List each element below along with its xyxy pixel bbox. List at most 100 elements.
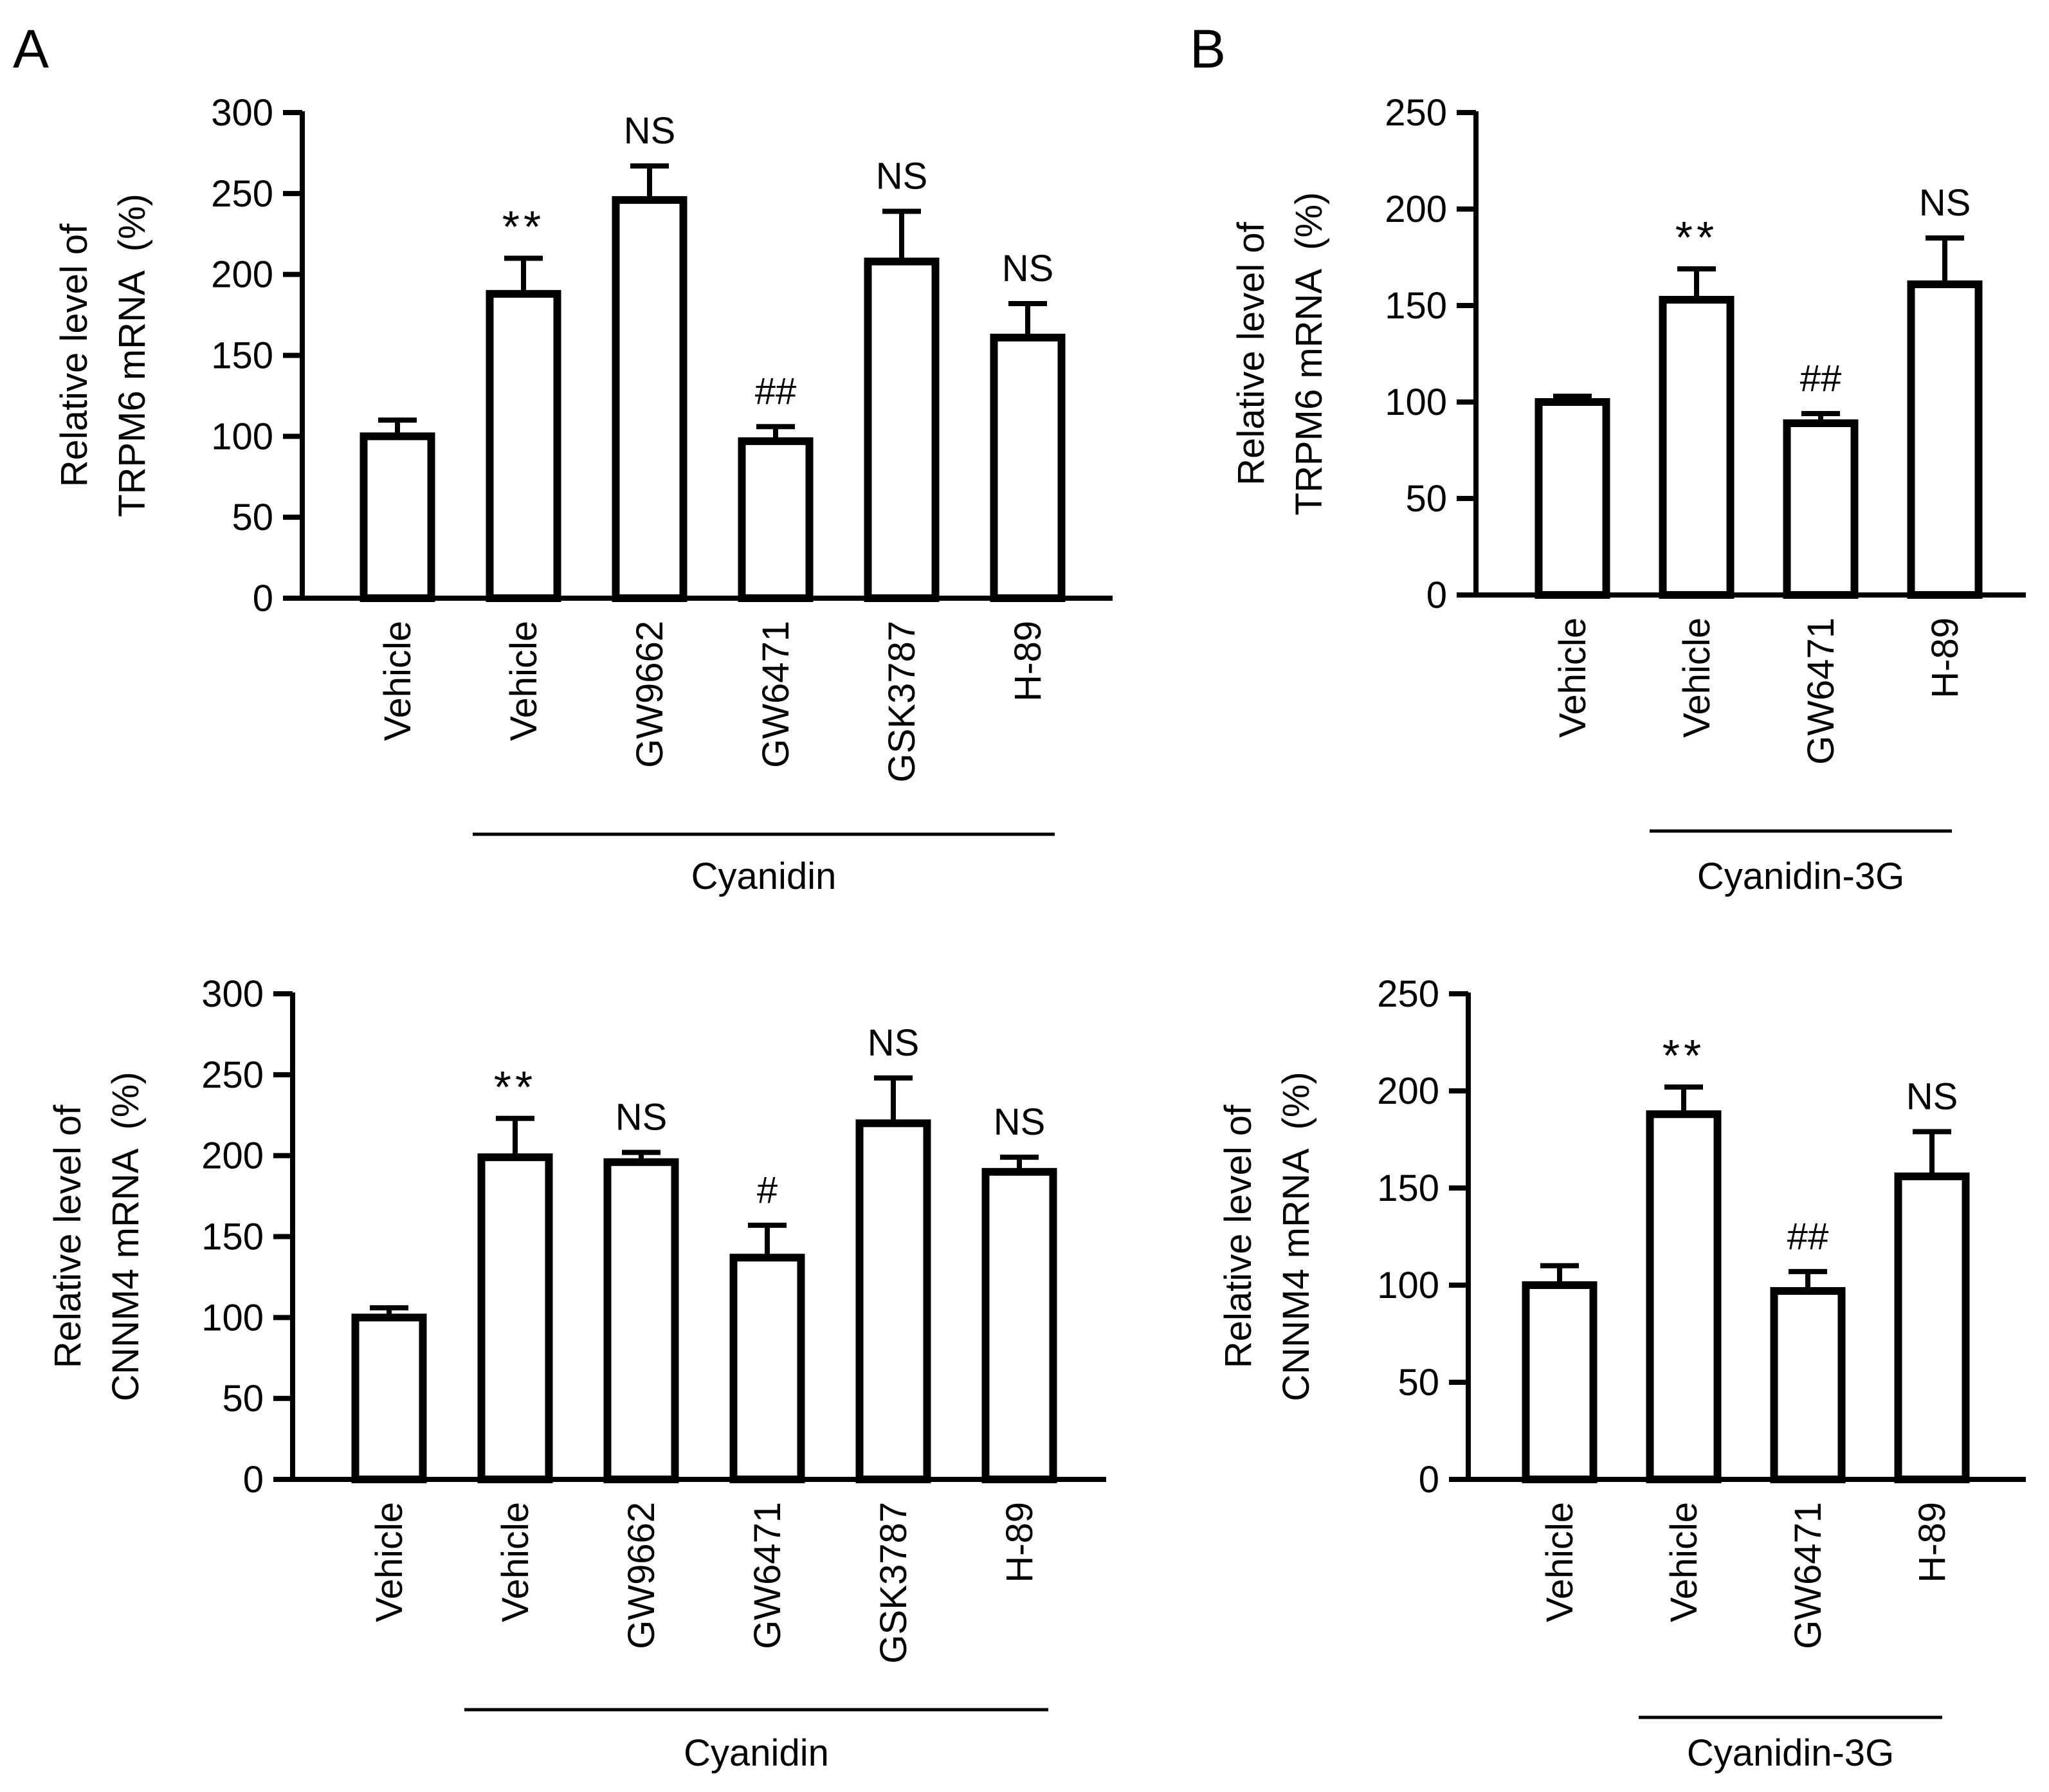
category-label: Vehicle <box>369 1502 410 1622</box>
y-tick-label: 50 <box>232 497 273 538</box>
group-label: Cyanidin <box>684 1732 829 1774</box>
category-label: H-89 <box>999 1502 1041 1583</box>
group-label: Cyanidin-3G <box>1687 1732 1894 1774</box>
category-label: Vehicle <box>377 621 419 741</box>
category-label: H-89 <box>1911 1502 1953 1583</box>
significance-label: NS <box>615 1097 668 1138</box>
bar <box>1646 1110 1722 1483</box>
y-tick-label: 150 <box>1385 285 1447 327</box>
y-axis-label-line1: Relative level of <box>1217 1104 1259 1368</box>
significance-label: NS <box>1002 248 1054 289</box>
bar <box>990 333 1066 602</box>
significance-label: # <box>757 1169 778 1211</box>
y-tick-label: 0 <box>243 1459 264 1501</box>
significance-label: NS <box>868 1022 920 1064</box>
significance-label: ## <box>1787 1216 1829 1257</box>
bar <box>1770 1287 1846 1484</box>
bar <box>855 1119 931 1484</box>
y-tick-label: 300 <box>201 973 264 1015</box>
y-tick-label: 100 <box>211 416 273 457</box>
bar <box>1894 1172 1970 1483</box>
y-tick-label: 250 <box>1385 92 1447 134</box>
y-tick-label: 100 <box>201 1297 264 1339</box>
category-label: Vehicle <box>1663 1502 1705 1622</box>
bar <box>486 289 561 602</box>
y-tick-label: 150 <box>211 335 273 377</box>
significance-label: NS <box>1906 1075 1958 1117</box>
y-tick-label: 50 <box>1398 1362 1439 1403</box>
category-label: Vehicle <box>1552 617 1594 738</box>
y-axis-label-line2: CNNM4 mRNA (%) <box>1275 1072 1317 1401</box>
bar <box>612 196 688 602</box>
bar <box>981 1167 1057 1484</box>
y-tick-label: 200 <box>201 1135 264 1177</box>
significance-label: ** <box>1662 1030 1705 1081</box>
y-axis-label-line1: Relative level of <box>1230 221 1272 485</box>
category-label: GW6471 <box>747 1502 788 1649</box>
y-tick-label: 100 <box>1377 1265 1439 1306</box>
chart-a-trpm6: 0 50 100 150 200 250 300 Relative level of TRPM6… <box>53 92 1113 897</box>
chart-a-cnnm4: 0 50 100 150 200 250 300 Relative level of CNNM4… <box>47 973 1106 1774</box>
bar <box>1659 296 1735 599</box>
y-tick-label: 300 <box>211 92 273 134</box>
group-label: Cyanidin <box>691 855 837 897</box>
bar <box>477 1153 553 1484</box>
significance-label: ## <box>1800 358 1842 399</box>
significance-label: ** <box>502 202 545 252</box>
y-tick-label: 0 <box>1419 1459 1439 1501</box>
y-tick-label: 100 <box>1385 381 1447 423</box>
category-label: GW6471 <box>1800 617 1842 765</box>
category-label: H-89 <box>1007 621 1049 702</box>
bar <box>603 1158 679 1483</box>
panel-letter-a: A <box>13 19 49 79</box>
significance-label: NS <box>994 1101 1046 1143</box>
category-label: GW9662 <box>621 1502 662 1649</box>
y-tick-label: 150 <box>1377 1167 1439 1209</box>
bar <box>1783 419 1859 599</box>
bar <box>738 437 814 603</box>
category-label: Vehicle <box>503 621 545 741</box>
significance-label: NS <box>1919 182 1971 224</box>
significance-label: ** <box>494 1062 536 1112</box>
bar <box>360 432 435 602</box>
significance-label: NS <box>876 156 928 197</box>
category-label: GSK3787 <box>881 621 923 783</box>
bar <box>864 257 940 602</box>
y-tick-label: 50 <box>222 1378 264 1420</box>
significance-label: ** <box>1675 212 1718 262</box>
category-label: GSK3787 <box>873 1502 915 1664</box>
significance-label: ## <box>755 370 797 412</box>
category-label: GW6471 <box>755 621 797 768</box>
category-label: H-89 <box>1924 617 1966 699</box>
bar <box>729 1254 805 1483</box>
y-axis-label-line1: Relative level of <box>47 1104 89 1368</box>
y-axis-label-line2: CNNM4 mRNA (%) <box>105 1072 147 1401</box>
panel-letter-b: B <box>1190 19 1226 79</box>
y-tick-label: 200 <box>211 254 273 296</box>
y-axis-label-line2: TRPM6 mRNA (%) <box>1288 192 1330 516</box>
bar <box>1534 398 1610 599</box>
chart-b-cnnm4: 0 50 100 150 200 250 Relative level of CNNM4 mR… <box>1217 973 2026 1774</box>
group-label: Cyanidin-3G <box>1697 855 1904 897</box>
y-tick-label: 0 <box>253 578 273 619</box>
significance-label: NS <box>624 110 676 152</box>
y-tick-label: 250 <box>1377 973 1439 1015</box>
bar <box>1522 1281 1598 1483</box>
y-tick-label: 200 <box>1385 188 1447 230</box>
y-axis-label-line2: TRPM6 mRNA (%) <box>111 194 153 517</box>
y-tick-label: 50 <box>1405 478 1447 520</box>
y-tick-label: 250 <box>201 1054 264 1096</box>
category-label: GW6471 <box>1787 1502 1829 1649</box>
category-label: GW9662 <box>629 621 671 768</box>
category-label: Vehicle <box>1539 1502 1581 1622</box>
chart-b-trpm6: 0 50 100 150 200 250 Relative level of TRPM6 mR… <box>1230 92 2026 897</box>
y-tick-label: 200 <box>1377 1070 1439 1112</box>
bar <box>351 1313 427 1483</box>
category-label: Vehicle <box>1676 617 1718 738</box>
category-label: Vehicle <box>495 1502 536 1622</box>
y-tick-label: 150 <box>201 1216 264 1258</box>
bar <box>1907 280 1983 599</box>
y-tick-label: 0 <box>1426 574 1447 616</box>
y-tick-label: 250 <box>211 173 273 215</box>
